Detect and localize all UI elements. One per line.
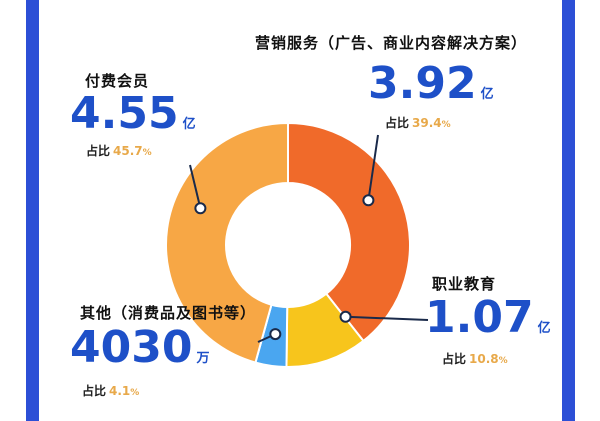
right-accent-bar — [562, 0, 575, 421]
membership-share-sign: % — [142, 148, 152, 158]
education-name: 职业教育 — [432, 275, 497, 293]
leader-dot-marketing — [362, 194, 375, 207]
membership-share-prefix: 占比 — [86, 144, 111, 158]
education-share-sign: % — [498, 356, 508, 366]
membership-share: 占比 45.7% — [86, 142, 152, 159]
education-share-prefix: 占比 — [442, 352, 467, 366]
education-unit: 亿 — [537, 321, 551, 336]
marketing-name: 营销服务（广告、商业内容解决方案） — [255, 34, 528, 52]
marketing-value: 3.92 — [368, 58, 477, 109]
marketing-share-sign: % — [441, 120, 451, 130]
membership-share-value: 45.7 — [113, 144, 143, 158]
leader-dot-membership — [194, 202, 207, 215]
education-value-row: 1.07 亿 — [425, 296, 551, 340]
other-name: 其他（消费品及图书等） — [80, 304, 257, 322]
left-accent-bar — [26, 0, 39, 421]
marketing-unit: 亿 — [480, 87, 494, 102]
other-unit: 万 — [196, 351, 210, 366]
education-value: 1.07 — [425, 292, 534, 343]
education-share: 占比 10.8% — [442, 350, 508, 367]
other-share-value: 4.1 — [109, 384, 131, 398]
marketing-share-prefix: 占比 — [385, 116, 410, 130]
leader-dot-education — [339, 310, 352, 323]
marketing-value-row: 3.92 亿 — [368, 62, 494, 106]
membership-value: 4.55 — [70, 88, 179, 139]
donut-slice-membership — [165, 121, 289, 364]
other-share-sign: % — [130, 388, 140, 398]
education-share-value: 10.8 — [469, 352, 499, 366]
leader-line-marketing — [367, 134, 379, 201]
other-share-prefix: 占比 — [82, 384, 107, 398]
membership-name: 付费会员 — [85, 72, 150, 90]
donut-slice-marketing — [287, 121, 411, 343]
leader-line-membership — [189, 164, 202, 209]
membership-unit: 亿 — [182, 117, 196, 132]
marketing-share: 占比 39.4% — [385, 114, 451, 131]
other-value-row: 4030 万 — [70, 326, 209, 370]
other-value: 4030 — [70, 322, 193, 373]
marketing-share-value: 39.4 — [412, 116, 442, 130]
leader-dot-other — [269, 328, 282, 341]
leader-line-education — [345, 315, 429, 321]
membership-value-row: 4.55 亿 — [70, 92, 196, 136]
other-share: 占比 4.1% — [82, 382, 139, 399]
